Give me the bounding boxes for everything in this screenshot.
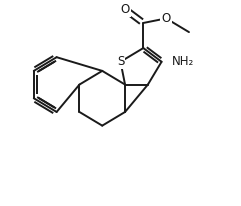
Text: O: O: [120, 3, 130, 16]
Text: O: O: [161, 12, 171, 25]
Text: NH₂: NH₂: [172, 55, 194, 68]
Text: S: S: [117, 55, 124, 68]
